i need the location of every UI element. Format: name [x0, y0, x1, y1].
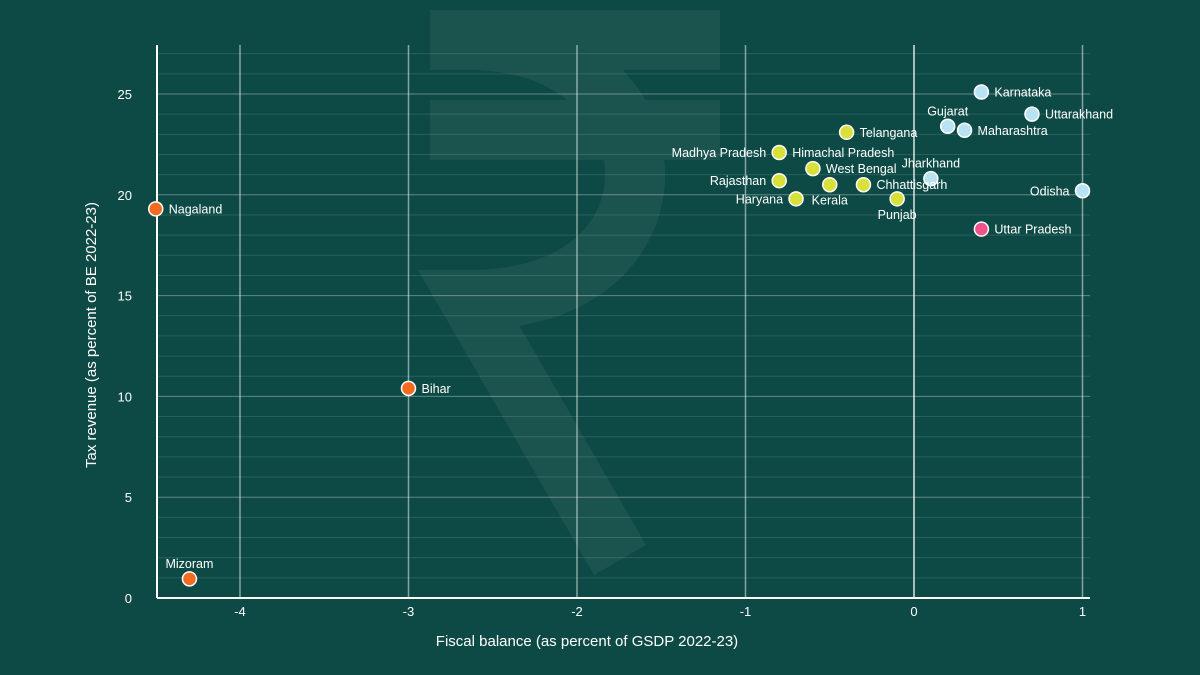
y-tick-label: 10 — [118, 389, 132, 404]
x-tick-label: -3 — [403, 604, 415, 619]
data-point — [181, 571, 198, 587]
data-point — [805, 160, 821, 177]
data-point — [771, 144, 787, 161]
y-tick-label: 5 — [125, 490, 132, 505]
point-label: Kerala — [812, 194, 848, 208]
point-label: Uttarakhand — [1045, 108, 1113, 122]
data-point — [788, 191, 804, 207]
x-tick-label: 1 — [1079, 604, 1086, 619]
data-point — [1074, 183, 1091, 199]
point-label: Maharashtra — [978, 124, 1048, 138]
point-label: Mizoram — [165, 557, 213, 571]
y-axis-title: Tax revenue (as percent of BE 2022-23) — [83, 202, 100, 468]
point-label: Gujarat — [927, 104, 969, 118]
y-tick-label: 20 — [118, 188, 132, 203]
point-label: Haryana — [736, 192, 783, 206]
point-label: Rajasthan — [710, 174, 766, 188]
y-tick-label: 25 — [118, 87, 132, 102]
point-label: Uttar Pradesh — [994, 223, 1071, 237]
y-tick-label: 15 — [118, 289, 132, 304]
data-point — [400, 380, 417, 397]
data-point — [822, 176, 838, 193]
point-label: Chhattisgarh — [876, 178, 947, 192]
data-point — [838, 124, 855, 141]
data-point — [973, 221, 990, 237]
x-tick-label: -4 — [234, 604, 246, 619]
point-label: Himachal Pradesh — [792, 146, 894, 160]
point-label: Punjab — [878, 208, 917, 222]
y-tick-label: 0 — [125, 591, 132, 606]
point-label: Bihar — [422, 382, 451, 396]
data-point — [973, 84, 990, 100]
axes — [156, 45, 1090, 599]
data-point — [889, 191, 905, 207]
point-label: Madhya Pradesh — [672, 146, 767, 160]
grid — [157, 45, 1090, 598]
point-label: Jharkhand — [902, 157, 960, 171]
point-labels: Nagaland Mizoram Bihar Karnataka Uttarakhand… — [165, 85, 1113, 570]
x-tick-label: 0 — [910, 604, 917, 619]
x-tick-label: -2 — [571, 604, 583, 619]
data-point — [939, 118, 956, 135]
point-label: Nagaland — [169, 202, 223, 216]
point-label: West Bengal — [826, 162, 897, 176]
x-axis-title: Fiscal balance (as percent of GSDP 2022-… — [436, 633, 738, 650]
point-label: Karnataka — [994, 85, 1051, 99]
x-tick-label: -1 — [740, 604, 752, 619]
watermark-rupee-logo — [418, 10, 720, 575]
point-label: Telangana — [860, 126, 918, 140]
data-points — [148, 84, 1091, 587]
data-point — [855, 176, 872, 193]
data-point — [148, 201, 164, 217]
data-point — [923, 170, 939, 187]
data-point — [956, 122, 973, 139]
data-point — [771, 172, 787, 189]
point-label: Odisha — [1030, 184, 1070, 198]
data-point — [1024, 106, 1040, 122]
